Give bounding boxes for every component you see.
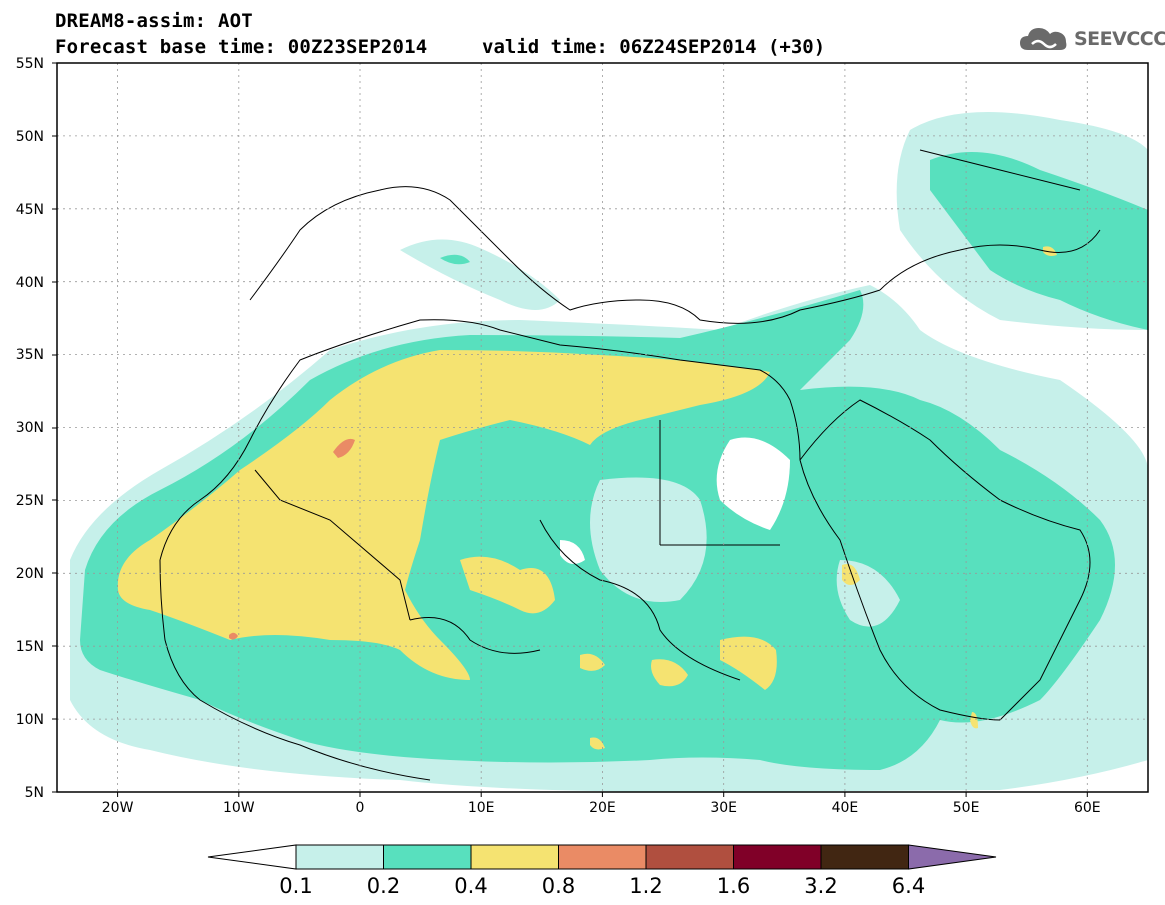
lat-tick: 30N <box>16 420 44 436</box>
lon-axis: 20W 10W 0 10E 20E 30E 40E 50E 60E <box>102 800 1101 816</box>
colorbar-labels: 0.1 0.2 0.4 0.8 1.2 1.6 3.2 6.4 <box>279 874 925 898</box>
lat-tick: 15N <box>16 639 44 655</box>
colorbar-label: 0.8 <box>542 874 575 898</box>
lat-ticks <box>52 62 57 793</box>
lon-tick: 20E <box>589 800 616 816</box>
colorbar-label: 1.2 <box>629 874 662 898</box>
cloud-icon <box>1020 28 1067 50</box>
lon-tick: 40E <box>832 800 859 816</box>
colorbar-label: 3.2 <box>804 874 837 898</box>
colorbar <box>207 844 997 870</box>
colorbar-high-arrow <box>908 844 997 870</box>
lat-tick: 35N <box>16 347 44 363</box>
colorbar-label: 0.2 <box>367 874 400 898</box>
lon-tick: 10W <box>223 800 255 816</box>
colorbar-swatch <box>383 844 472 870</box>
valid-time: valid time: 06Z24SEP2014 (+30) <box>482 36 826 58</box>
lat-tick: 5N <box>25 785 44 801</box>
lat-tick: 20N <box>16 566 44 582</box>
aot-holes <box>560 437 790 564</box>
colorbar-label: 0.1 <box>279 874 312 898</box>
colorbar-swatch <box>295 844 384 870</box>
lon-tick: 10E <box>468 800 495 816</box>
lat-tick: 45N <box>16 202 44 218</box>
lat-tick: 50N <box>16 129 44 145</box>
aot-band-0.4-0.8 <box>117 246 1057 750</box>
lon-tick: 60E <box>1074 800 1101 816</box>
lat-tick: 10N <box>16 712 44 728</box>
colorbar-label: 6.4 <box>892 874 925 898</box>
aot-band-0.8-1.2 <box>229 438 355 640</box>
forecast-base-time: Forecast base time: 00Z23SEP2014 <box>55 36 428 58</box>
lon-tick: 0 <box>356 800 365 816</box>
lat-tick: 40N <box>16 275 44 291</box>
coastlines <box>159 149 1101 781</box>
colorbar-label: 1.6 <box>717 874 750 898</box>
colorbar-label: 0.4 <box>454 874 487 898</box>
colorbar-swatch <box>820 844 909 870</box>
logo-text: SEEVCCC <box>1074 28 1165 50</box>
lon-tick: 50E <box>953 800 980 816</box>
lon-tick: 30E <box>710 800 737 816</box>
gridlines <box>57 63 1148 792</box>
lat-tick: 25N <box>16 493 44 509</box>
lon-tick: 20W <box>102 800 134 816</box>
colorbar-swatch <box>470 844 559 870</box>
lat-tick: 55N <box>16 56 44 72</box>
lon-ticks <box>117 792 1088 797</box>
map-title: DREAM8-assim: AOT <box>55 10 253 32</box>
aot-field <box>57 63 1148 792</box>
colorbar-swatch <box>733 844 822 870</box>
colorbar-swatch <box>645 844 734 870</box>
seevccc-logo: SEEVCCC <box>1018 22 1165 56</box>
lat-axis: 5N 10N 15N 20N 25N 30N 35N 40N 45N 50N 5… <box>16 56 44 801</box>
colorbar-low-arrow <box>207 844 297 870</box>
colorbar-swatch <box>558 844 647 870</box>
